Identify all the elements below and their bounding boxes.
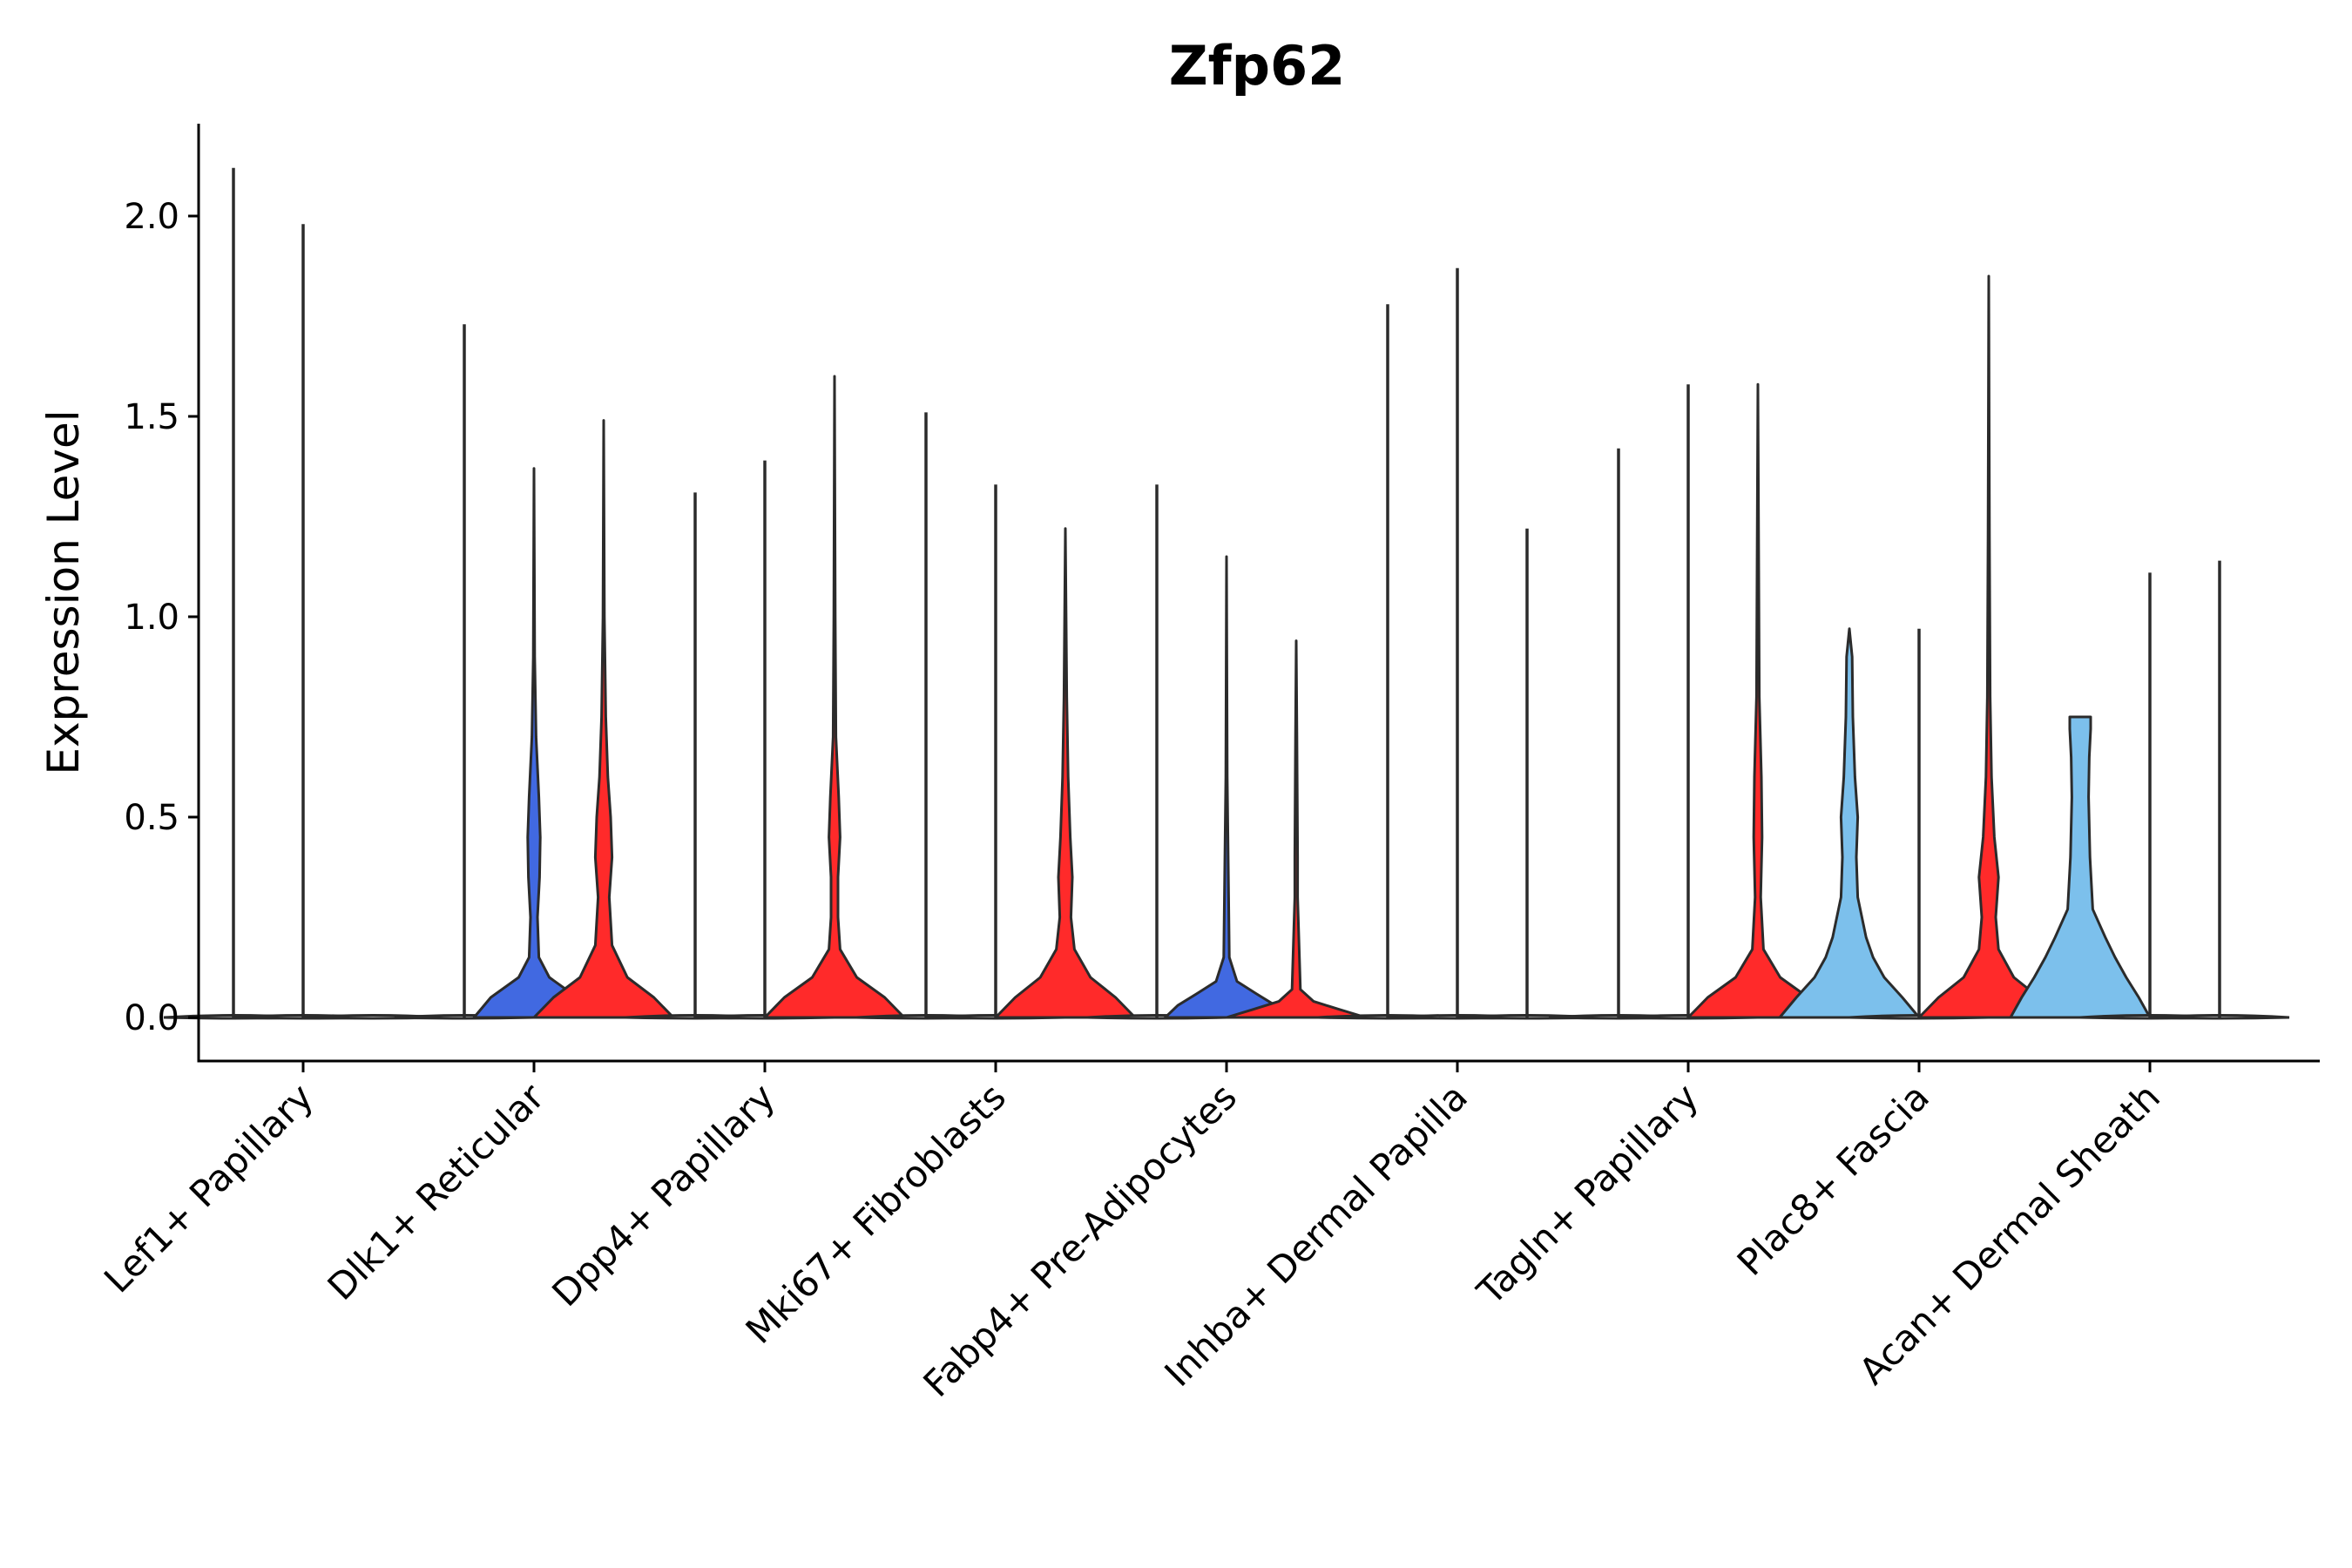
violin-body: [1225, 639, 1368, 1019]
y-tick-label: 2.0: [124, 197, 179, 237]
x-tick-label: Tagln+ Papillary: [1469, 1075, 1707, 1313]
chart-title: Zfp62: [1169, 34, 1346, 98]
x-tick-label: Plac8+ Fascia: [1729, 1075, 1937, 1283]
violin-body: [472, 467, 596, 1019]
violin-body: [532, 419, 675, 1019]
violin-body: [1164, 555, 1289, 1019]
y-tick-label: 0.5: [124, 798, 179, 838]
x-tick-label: Dlk1+ Reticular: [320, 1075, 553, 1308]
violins-layer: [163, 167, 2290, 1020]
violin-body: [1686, 382, 1829, 1019]
x-tick-label: Lef1+ Papillary: [96, 1075, 321, 1301]
x-tick-label: Mki67+ Fibroblasts: [738, 1075, 1014, 1351]
violin-body: [994, 527, 1137, 1019]
y-ticks: 0.0 0.5 1.0 1.5 2.0: [124, 197, 199, 1038]
violin-body: [2009, 715, 2152, 1019]
y-tick-label: 1.0: [124, 598, 179, 638]
violin-body: [1917, 274, 2060, 1019]
y-tick-label: 0.0: [124, 998, 179, 1038]
violin-body: [1778, 627, 1921, 1019]
y-axis-title: Expression Level: [38, 409, 89, 774]
y-tick-label: 1.5: [124, 397, 179, 437]
violin-body: [763, 375, 906, 1019]
x-tick-label: Dpp4+ Papillary: [544, 1075, 783, 1315]
